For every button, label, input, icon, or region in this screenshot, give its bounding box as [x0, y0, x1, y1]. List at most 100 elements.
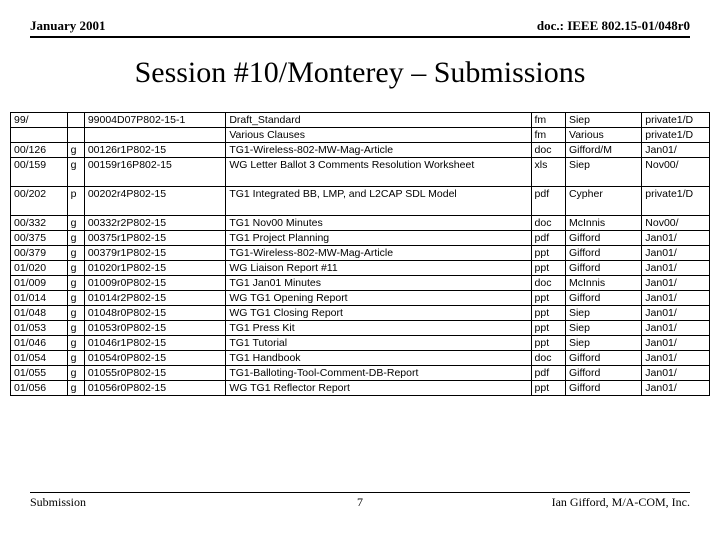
table-cell: Jan01/: [642, 336, 710, 351]
table-cell: ppt: [531, 306, 565, 321]
table-cell: p: [67, 187, 84, 216]
table-cell: ppt: [531, 336, 565, 351]
table-cell: private1/D: [642, 128, 710, 143]
page-footer: Submission 7 Ian Gifford, M/A-COM, Inc.: [30, 492, 690, 510]
table-cell: McInnis: [565, 276, 641, 291]
table-cell: 00/126: [11, 143, 68, 158]
table-row: 01/048g01048r0P802-15WG TG1 Closing Repo…: [11, 306, 710, 321]
table-cell: TG1 Tutorial: [226, 336, 531, 351]
table-cell: doc: [531, 143, 565, 158]
table-cell: [11, 128, 68, 143]
table-cell: Jan01/: [642, 291, 710, 306]
table-cell: TG1 Nov00 Minutes: [226, 216, 531, 231]
table-cell: 01046r1P802-15: [84, 336, 226, 351]
table-cell: Jan01/: [642, 351, 710, 366]
table-cell: g: [67, 231, 84, 246]
table-cell: 00/375: [11, 231, 68, 246]
table-cell: Jan01/: [642, 366, 710, 381]
table-row: 01/056g01056r0P802-15WG TG1 Reflector Re…: [11, 381, 710, 396]
table-cell: doc: [531, 351, 565, 366]
table-cell: 00375r1P802-15: [84, 231, 226, 246]
table-cell: WG Letter Ballot 3 Comments Resolution W…: [226, 158, 531, 187]
table-cell: Jan01/: [642, 276, 710, 291]
table-cell: 00332r2P802-15: [84, 216, 226, 231]
table-cell: 01054r0P802-15: [84, 351, 226, 366]
table-cell: g: [67, 381, 84, 396]
table-row: 99/99004D07P802-15-1Draft_StandardfmSiep…: [11, 113, 710, 128]
table-cell: 01055r0P802-15: [84, 366, 226, 381]
table-cell: fm: [531, 128, 565, 143]
table-cell: ppt: [531, 381, 565, 396]
table-cell: TG1 Press Kit: [226, 321, 531, 336]
table-cell: Nov00/: [642, 158, 710, 187]
table-cell: Jan01/: [642, 143, 710, 158]
table-cell: TG1 Project Planning: [226, 231, 531, 246]
table-cell: Jan01/: [642, 381, 710, 396]
table-cell: 99/: [11, 113, 68, 128]
table-cell: doc: [531, 216, 565, 231]
table-cell: 00126r1P802-15: [84, 143, 226, 158]
table-cell: Siep: [565, 158, 641, 187]
table-cell: Gifford: [565, 366, 641, 381]
table-cell: 01/055: [11, 366, 68, 381]
header-date: January 2001: [30, 18, 105, 34]
table-row: 01/014g01014r2P802-15WG TG1 Opening Repo…: [11, 291, 710, 306]
table-cell: 01053r0P802-15: [84, 321, 226, 336]
table-cell: Cypher: [565, 187, 641, 216]
table-cell: Gifford: [565, 291, 641, 306]
table-cell: pdf: [531, 187, 565, 216]
table-cell: Siep: [565, 306, 641, 321]
footer-left: Submission: [30, 495, 86, 510]
table-cell: 00/159: [11, 158, 68, 187]
table-cell: TG1 Handbook: [226, 351, 531, 366]
header-doc: doc.: IEEE 802.15-01/048r0: [537, 18, 690, 34]
table-cell: Gifford: [565, 381, 641, 396]
table-cell: 00/202: [11, 187, 68, 216]
table-row: 00/375g00375r1P802-15TG1 Project Plannin…: [11, 231, 710, 246]
table-cell: Gifford: [565, 261, 641, 276]
table-cell: Gifford: [565, 231, 641, 246]
submissions-table: 99/99004D07P802-15-1Draft_StandardfmSiep…: [10, 112, 710, 396]
table-cell: TG1-Wireless-802-MW-Mag-Article: [226, 143, 531, 158]
table-cell: 01056r0P802-15: [84, 381, 226, 396]
table-cell: doc: [531, 276, 565, 291]
table-cell: WG TG1 Closing Report: [226, 306, 531, 321]
table-cell: g: [67, 351, 84, 366]
table-row: 00/202p00202r4P802-15TG1 Integrated BB, …: [11, 187, 710, 216]
table-cell: 01/009: [11, 276, 68, 291]
table-row: 00/126g00126r1P802-15TG1-Wireless-802-MW…: [11, 143, 710, 158]
table-cell: private1/D: [642, 187, 710, 216]
table-cell: 01048r0P802-15: [84, 306, 226, 321]
table-cell: g: [67, 143, 84, 158]
table-row: 01/053g01053r0P802-15TG1 Press KitpptSie…: [11, 321, 710, 336]
table-cell: 00/379: [11, 246, 68, 261]
table-cell: 01/014: [11, 291, 68, 306]
table-cell: Siep: [565, 113, 641, 128]
table-cell: [84, 128, 226, 143]
table-cell: ppt: [531, 291, 565, 306]
table-cell: 01020r1P802-15: [84, 261, 226, 276]
table-container: 99/99004D07P802-15-1Draft_StandardfmSiep…: [10, 112, 710, 396]
table-cell: 01/054: [11, 351, 68, 366]
table-row: 01/054g01054r0P802-15TG1 HandbookdocGiff…: [11, 351, 710, 366]
table-cell: g: [67, 321, 84, 336]
table-row: 01/009g01009r0P802-15TG1 Jan01 Minutesdo…: [11, 276, 710, 291]
table-cell: Jan01/: [642, 321, 710, 336]
table-cell: WG Liaison Report #11: [226, 261, 531, 276]
table-cell: ppt: [531, 321, 565, 336]
table-cell: private1/D: [642, 113, 710, 128]
table-cell: 01/048: [11, 306, 68, 321]
table-cell: Jan01/: [642, 231, 710, 246]
table-cell: pdf: [531, 366, 565, 381]
table-cell: 01014r2P802-15: [84, 291, 226, 306]
table-row: 00/159g00159r16P802-15WG Letter Ballot 3…: [11, 158, 710, 187]
table-cell: Siep: [565, 321, 641, 336]
table-cell: TG1-Wireless-802-MW-Mag-Article: [226, 246, 531, 261]
table-cell: Gifford: [565, 351, 641, 366]
table-row: 01/046g01046r1P802-15TG1 TutorialpptSiep…: [11, 336, 710, 351]
table-cell: ppt: [531, 261, 565, 276]
table-cell: Jan01/: [642, 246, 710, 261]
table-cell: Nov00/: [642, 216, 710, 231]
table-cell: 01/046: [11, 336, 68, 351]
table-cell: Various Clauses: [226, 128, 531, 143]
